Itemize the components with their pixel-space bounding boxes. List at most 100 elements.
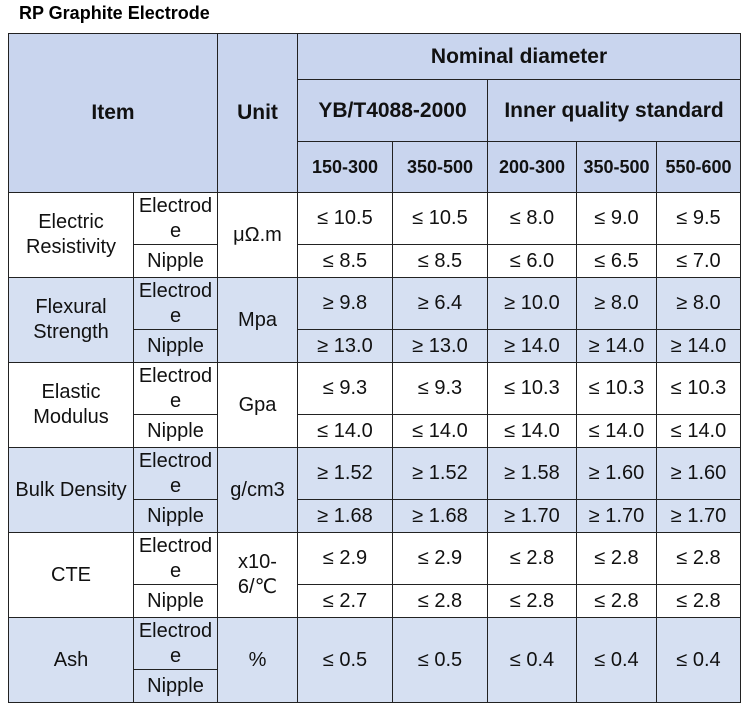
nominal-header: Nominal diameter	[296, 33, 742, 80]
value-cell: ≤ 14.0	[392, 414, 488, 448]
unit-header: Unit	[217, 33, 298, 193]
table-row: Nipple ≤ 2.7 ≤ 2.8 ≤ 2.8 ≤ 2.8 ≤ 2.8	[9, 584, 742, 618]
item-name: Ash	[8, 617, 134, 703]
value-cell: ≤ 8.5	[297, 244, 393, 278]
part-label: Nipple	[133, 329, 218, 363]
value-cell: ≤ 2.9	[392, 532, 488, 585]
value-cell: ≤ 2.8	[487, 532, 577, 585]
unit: μΩ.m	[217, 192, 298, 278]
table-row: Nipple ≥ 13.0 ≥ 13.0 ≥ 14.0 ≥ 14.0 ≥ 14.0	[9, 329, 742, 363]
value-cell: ≤ 10.3	[487, 362, 577, 415]
value-cell: ≤ 0.4	[576, 617, 657, 703]
value-cell: ≤ 0.4	[487, 617, 577, 703]
item-name: Flexural Strength	[8, 277, 134, 363]
spec-table: Item Unit Nominal diameter YB/T4088-2000 Inn…	[8, 33, 742, 703]
value-cell: ≤ 2.8	[392, 584, 488, 618]
value-cell: ≤ 7.0	[655, 244, 742, 278]
table-row: Nipple ≤ 8.5 ≤ 8.5 ≤ 6.0 ≤ 6.5 ≤ 7.0	[9, 244, 742, 278]
value-cell: ≤ 2.8	[487, 584, 577, 618]
value-cell: ≤ 2.8	[576, 532, 657, 585]
table-row: Nipple	[9, 669, 741, 703]
value-cell: ≤ 2.8	[576, 584, 657, 618]
part-label: Electrode	[133, 192, 218, 245]
value-cell: ≥ 1.70	[576, 499, 657, 533]
value-cell: ≤ 14.0	[297, 414, 393, 448]
value-cell: ≥ 1.68	[297, 499, 393, 533]
value-cell: ≥ 1.70	[655, 499, 742, 533]
value-cell: ≤ 9.0	[576, 192, 657, 245]
value-cell: ≤ 2.8	[655, 584, 742, 618]
part-label: Nipple	[133, 669, 218, 703]
range-header: 350-500	[392, 141, 488, 193]
value-cell: ≤ 2.9	[297, 532, 393, 585]
value-cell: ≤ 8.5	[392, 244, 488, 278]
unit: Gpa	[217, 362, 298, 448]
standard-header: Inner quality standard	[486, 79, 742, 142]
value-cell: ≤ 14.0	[655, 414, 742, 448]
table-row: Ash Electrode% ≤ 0.5 ≤ 0.5 ≤ 0.4 ≤ 0.4 ≤ 0.4	[8, 617, 742, 703]
range-header: 350-500	[576, 141, 657, 193]
value-cell: ≥ 1.58	[487, 447, 577, 500]
value-cell: ≥ 14.0	[487, 329, 577, 363]
table-row: Nipple ≥ 1.68 ≥ 1.68 ≥ 1.70 ≥ 1.70 ≥ 1.70	[9, 499, 742, 533]
part-label: Electrode	[133, 277, 218, 330]
table-row: CTE Electrode x10-6/℃ ≤ 2.9 ≤ 2.9 ≤ 2.8 ≤ 2.8 ≤…	[8, 532, 742, 618]
value-cell: ≤ 9.3	[297, 362, 393, 415]
value-cell: ≥ 1.60	[655, 447, 742, 500]
value-cell: ≤ 14.0	[487, 414, 577, 448]
value-cell: ≥ 1.60	[576, 447, 657, 500]
value-cell: ≥ 9.8	[297, 277, 393, 330]
value-cell: ≤ 2.8	[655, 532, 742, 585]
value-cell: ≥ 8.0	[576, 277, 657, 330]
value-cell: ≥ 14.0	[576, 329, 657, 363]
table-row: Flexural Strength Electrode Mpa ≥ 9.8 ≥ 6.4 ≥…	[8, 277, 742, 363]
range-header: 550-600	[655, 141, 742, 193]
value-cell: ≥ 13.0	[392, 329, 488, 363]
table-row: Item Unit Nominal diameter	[8, 33, 742, 193]
part-label: Nipple	[133, 499, 218, 533]
part-label: Electrode	[133, 447, 218, 500]
table-row: Elastic Modulus Electrode Gpa ≤ 9.3 ≤ 9.3 ≤ 1…	[8, 362, 742, 448]
range-header: 150-300	[297, 141, 393, 193]
part-label: Electrode	[133, 362, 218, 415]
value-cell: ≤ 0.4	[655, 617, 742, 703]
value-cell: ≤ 10.5	[297, 192, 393, 245]
value-cell: ≥ 8.0	[655, 277, 742, 330]
value-cell: ≤ 8.0	[487, 192, 577, 245]
part-label: Electrode	[133, 532, 218, 585]
table-row: YB/T4088-2000 Inner quality standard	[9, 79, 742, 142]
value-cell: ≥ 14.0	[655, 329, 742, 363]
value-cell: ≥ 1.68	[392, 499, 488, 533]
value-cell: ≤ 10.5	[392, 192, 488, 245]
item-name: Elastic Modulus	[8, 362, 134, 448]
unit: x10-6/℃	[217, 532, 298, 618]
part-label: Electrode	[133, 617, 218, 670]
value-cell: ≥ 1.70	[487, 499, 577, 533]
value-cell: ≥ 1.52	[297, 447, 393, 500]
unit: Mpa	[217, 277, 298, 363]
value-cell: ≥ 1.52	[392, 447, 488, 500]
value-cell: ≤ 9.3	[392, 362, 488, 415]
value-cell: ≤ 10.3	[576, 362, 657, 415]
table-row: 150-300 350-500 200-300 350-500 550-600	[9, 141, 742, 193]
table-row: Bulk Density Electrode g/cm3 ≥ 1.52 ≥ 1.52 ≥ …	[8, 447, 742, 533]
value-cell: ≤ 0.5	[297, 617, 393, 703]
item-name: Electric Resistivity	[8, 192, 134, 278]
standard-header: YB/T4088-2000	[297, 79, 488, 142]
item-name: Bulk Density	[8, 447, 134, 533]
value-cell: ≤ 14.0	[576, 414, 657, 448]
item-header: Item	[8, 33, 218, 193]
item-name: CTE	[8, 532, 134, 618]
value-cell: ≤ 6.5	[576, 244, 657, 278]
value-cell: ≤ 9.5	[655, 192, 742, 245]
table-row: Electric Resistivity Electrode μΩ.m ≤ 10.5 ≤…	[8, 192, 742, 278]
value-cell: ≤ 6.0	[487, 244, 577, 278]
part-label: Nipple	[133, 244, 218, 278]
value-cell: ≥ 10.0	[487, 277, 577, 330]
unit: g/cm3	[217, 447, 298, 533]
title: RP Graphite Electrode	[19, 3, 210, 23]
value-cell: ≤ 2.7	[297, 584, 393, 618]
range-header: 200-300	[487, 141, 577, 193]
value-cell: ≤ 0.5	[392, 617, 488, 703]
